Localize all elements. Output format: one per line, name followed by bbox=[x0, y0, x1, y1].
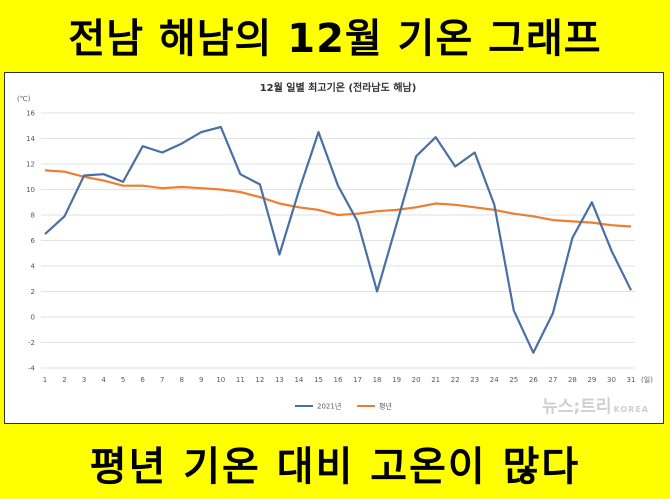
x-tick-label: 11 bbox=[236, 376, 245, 384]
watermark-brand: 뉴스;트리 bbox=[542, 397, 612, 417]
x-tick-label: 19 bbox=[392, 376, 401, 384]
series-line-1 bbox=[44, 169, 632, 228]
y-tick-label: -4 bbox=[28, 365, 36, 373]
x-tick-label: 21 bbox=[431, 376, 440, 384]
y-tick-label: 6 bbox=[31, 237, 36, 245]
y-tick-label: -2 bbox=[28, 339, 35, 347]
x-tick-label: 30 bbox=[607, 376, 616, 384]
x-tick-label: 12 bbox=[255, 376, 264, 384]
watermark-sub: KOREA bbox=[613, 405, 649, 414]
x-tick-label: 29 bbox=[587, 376, 596, 384]
x-tick-label: 4 bbox=[101, 376, 106, 384]
x-tick-label: 23 bbox=[470, 376, 479, 384]
y-tick-label: 10 bbox=[26, 186, 35, 194]
x-tick-label: 28 bbox=[568, 376, 577, 384]
y-tick-label: 0 bbox=[31, 314, 35, 322]
y-tick-label: 16 bbox=[26, 110, 35, 118]
x-tick-label: 9 bbox=[199, 376, 203, 384]
y-tick-label: 8 bbox=[31, 212, 35, 220]
y-tick-label: 12 bbox=[26, 161, 35, 169]
y-axis-label: (℃) bbox=[17, 95, 31, 103]
x-tick-label: 20 bbox=[412, 376, 421, 384]
x-tick-label: 15 bbox=[314, 376, 323, 384]
headline-top: 전남 해남의 12월 기온 그래프 bbox=[68, 16, 602, 62]
chart-title: 12월 일별 최고기온 (전라남도 해남) bbox=[260, 81, 417, 94]
x-tick-label: 14 bbox=[294, 376, 303, 384]
x-axis-label: (일) bbox=[641, 375, 653, 384]
x-tick-label: 8 bbox=[179, 376, 183, 384]
x-tick-label: 26 bbox=[529, 376, 538, 384]
x-tick-label: 24 bbox=[490, 376, 499, 384]
legend-label: 2021년 bbox=[317, 402, 341, 411]
headline-bottom: 평년 기온 대비 고온이 많다 bbox=[89, 444, 581, 490]
x-tick-label: 2 bbox=[62, 376, 66, 384]
x-tick-label: 10 bbox=[216, 376, 225, 384]
x-tick-label: 22 bbox=[451, 376, 460, 384]
x-tick-label: 6 bbox=[140, 376, 145, 384]
x-tick-label: 1 bbox=[43, 376, 47, 384]
y-tick-label: 2 bbox=[31, 288, 35, 296]
y-tick-label: 14 bbox=[26, 135, 35, 143]
line-chart: 12월 일별 최고기온 (전라남도 해남)(℃)-4-2024681012141… bbox=[17, 81, 653, 411]
x-tick-label: 17 bbox=[353, 376, 362, 384]
x-tick-label: 3 bbox=[82, 376, 86, 384]
x-tick-label: 31 bbox=[627, 376, 636, 384]
x-tick-label: 18 bbox=[373, 376, 382, 384]
y-tick-label: 4 bbox=[31, 263, 36, 271]
x-tick-label: 25 bbox=[509, 376, 518, 384]
legend-label: 평년 bbox=[379, 402, 392, 411]
chart-panel: 12월 일별 최고기온 (전라남도 해남) (℃) -4 -2 0 2 4 6 8 10 12 14 1… bbox=[4, 72, 664, 424]
x-tick-label: 7 bbox=[160, 376, 164, 384]
x-tick-label: 13 bbox=[275, 376, 284, 384]
x-tick-label: 5 bbox=[121, 376, 125, 384]
watermark-logo: 뉴스;트리 KOREA bbox=[542, 392, 649, 417]
x-tick-label: 27 bbox=[548, 376, 557, 384]
series-line-0 bbox=[44, 125, 632, 354]
x-tick-label: 16 bbox=[334, 376, 343, 384]
